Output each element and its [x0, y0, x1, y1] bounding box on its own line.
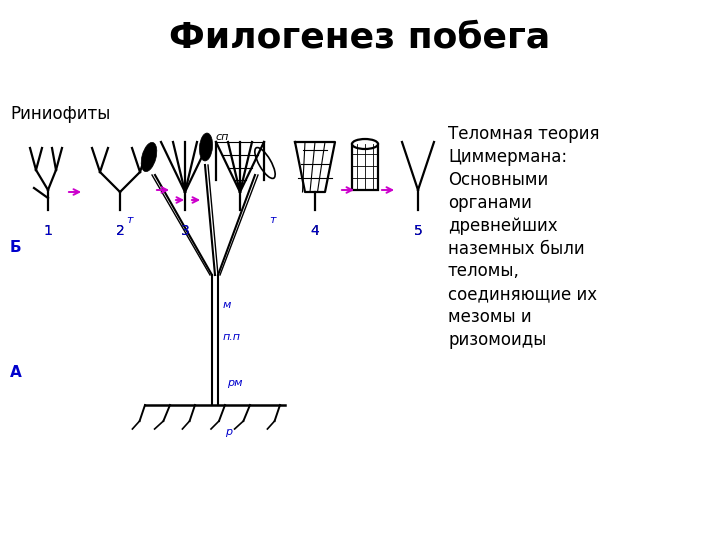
Text: Теломная теория
Циммермана:
Основными
органами
древнейших
наземных были
теломы,
: Теломная теория Циммермана: Основными ор…	[448, 125, 600, 349]
Text: 4: 4	[310, 224, 320, 238]
Text: 2: 2	[116, 224, 125, 238]
Ellipse shape	[352, 139, 378, 149]
Text: 1: 1	[44, 224, 53, 238]
Ellipse shape	[199, 133, 212, 161]
Text: Филогенез побега: Филогенез побега	[169, 20, 551, 54]
Text: Риниофиты: Риниофиты	[10, 105, 110, 123]
Text: А: А	[10, 365, 22, 380]
Text: м: м	[223, 300, 231, 310]
Text: 4: 4	[310, 224, 320, 238]
Text: 3: 3	[181, 224, 189, 238]
Text: 3: 3	[181, 224, 189, 238]
Text: рм: рм	[227, 378, 243, 388]
Text: р: р	[225, 427, 232, 437]
Text: Б: Б	[10, 240, 22, 255]
Text: 5: 5	[413, 224, 423, 238]
Text: сп: сп	[215, 132, 228, 142]
Text: п.п: п.п	[223, 332, 241, 342]
Text: 2: 2	[116, 224, 125, 238]
Text: т: т	[127, 215, 133, 225]
Text: 5: 5	[413, 224, 423, 238]
Text: т: т	[269, 215, 276, 225]
Text: 1: 1	[44, 224, 53, 238]
Ellipse shape	[141, 143, 157, 172]
